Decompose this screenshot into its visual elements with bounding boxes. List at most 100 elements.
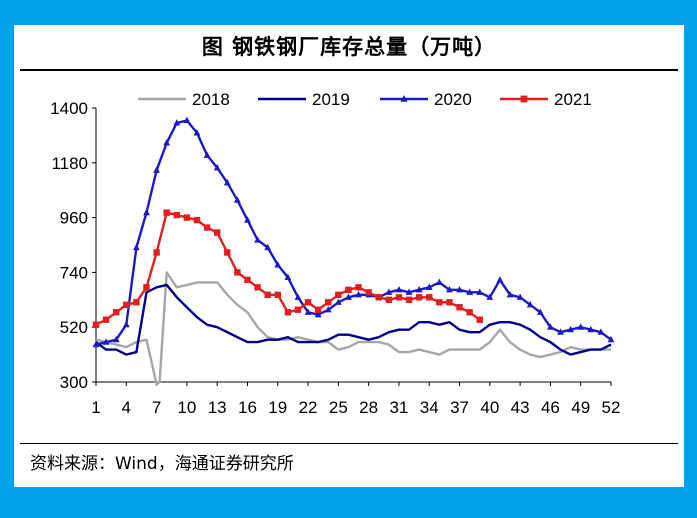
data-point-2021 [153, 249, 160, 256]
data-point-2021 [304, 299, 312, 306]
data-point-2021 [365, 289, 372, 296]
x-tick-label: 4 [122, 398, 131, 417]
chart-card: 图 钢铁钢厂库存总量（万吨） 资料来源：Wind，海通证券研究所 [14, 25, 684, 487]
data-point-2020 [163, 139, 171, 146]
data-point-2021 [314, 306, 322, 313]
data-point-2021 [325, 299, 332, 306]
x-tick-label: 40 [480, 398, 499, 417]
data-point-2020 [294, 293, 302, 300]
axes [95, 108, 611, 383]
data-point-2021 [203, 224, 211, 231]
data-point-2021 [405, 296, 413, 303]
data-point-2020 [122, 320, 130, 328]
data-point-2020 [254, 236, 261, 243]
y-tick-label: 960 [60, 209, 88, 228]
data-point-2020 [143, 208, 150, 216]
data-point-2021 [143, 284, 150, 291]
x-tick-label: 7 [152, 398, 161, 417]
data-point-2021 [274, 291, 281, 299]
data-point-2020 [153, 166, 160, 173]
data-point-2020 [557, 328, 564, 335]
x-tick-label: 16 [238, 398, 257, 417]
data-point-2021 [244, 276, 251, 284]
data-point-2020 [112, 335, 120, 343]
data-point-2021 [173, 211, 180, 219]
legend-label-2019: 2019 [312, 90, 350, 109]
y-axis-ticks: 300 520 740 960 1180 1400 [50, 99, 96, 392]
data-point-2020 [395, 286, 403, 293]
series-line-2020 [95, 119, 612, 346]
data-point-2020 [345, 293, 352, 300]
x-tick-label: 52 [602, 398, 621, 417]
data-point-2020 [435, 278, 443, 285]
data-point-2021 [415, 294, 423, 301]
legend-label-2018: 2018 [192, 90, 230, 109]
data-point-2020 [516, 293, 524, 300]
data-point-2021 [264, 291, 271, 299]
data-point-2021 [102, 316, 110, 323]
legend-label-2020: 2020 [434, 90, 472, 109]
series-markers [92, 116, 615, 348]
data-point-2021 [436, 299, 443, 306]
data-point-2021 [466, 309, 473, 316]
data-point-2020 [324, 305, 332, 313]
data-point-2020 [597, 328, 605, 335]
data-point-2021 [163, 209, 170, 216]
series-line-2021 [95, 211, 481, 326]
data-point-2020 [476, 288, 484, 295]
data-point-2020 [446, 286, 453, 293]
data-point-2021 [254, 284, 261, 291]
data-point-2020 [567, 325, 575, 333]
data-point-2020 [102, 338, 110, 345]
data-point-2020 [536, 308, 544, 315]
data-point-2020 [314, 310, 322, 318]
data-point-2020 [274, 261, 282, 268]
data-point-2020 [334, 298, 342, 305]
data-point-2021 [375, 294, 382, 301]
source-divider [20, 443, 678, 444]
data-point-2020 [547, 323, 554, 330]
legend-marker-2020 [400, 95, 408, 102]
y-tick-label: 1400 [50, 99, 88, 118]
data-point-2020 [304, 308, 312, 315]
data-point-2020 [607, 335, 615, 343]
data-point-2021 [133, 299, 140, 306]
x-tick-label: 49 [571, 398, 590, 417]
data-point-2021 [395, 294, 403, 301]
data-point-2020 [486, 293, 494, 300]
x-tick-label: 43 [511, 398, 530, 417]
data-point-2020 [213, 163, 221, 171]
data-point-2020 [405, 288, 413, 295]
legend-label-2021: 2021 [554, 90, 592, 109]
data-point-2020 [193, 129, 201, 136]
data-point-2020 [466, 288, 474, 295]
data-point-2020 [587, 325, 595, 333]
x-tick-label: 46 [541, 398, 560, 417]
title-divider [20, 69, 678, 71]
data-point-2021 [446, 299, 453, 306]
source-note: 资料来源：Wind，海通证券研究所 [30, 454, 294, 474]
data-point-2021 [385, 296, 393, 303]
y-tick-label: 520 [60, 318, 88, 337]
data-point-2020 [577, 323, 585, 330]
data-point-2020 [496, 276, 504, 283]
series-lines [95, 119, 612, 386]
series-line-2019 [95, 283, 612, 356]
data-point-2021 [183, 214, 191, 221]
data-point-2021 [224, 249, 231, 256]
data-point-2020 [385, 288, 393, 295]
data-point-2020 [92, 340, 100, 348]
y-tick-label: 740 [60, 263, 88, 282]
chart-title: 图 钢铁钢厂库存总量（万吨） [201, 35, 497, 59]
data-point-2020 [415, 286, 423, 293]
x-tick-label: 25 [329, 398, 348, 417]
x-tick-label: 1 [91, 398, 100, 417]
data-point-2021 [335, 291, 342, 299]
x-tick-label: 13 [208, 398, 227, 417]
data-point-2021 [213, 229, 221, 236]
data-point-2020 [183, 116, 191, 124]
data-point-2020 [355, 291, 362, 298]
data-point-2020 [223, 178, 231, 186]
x-axis-ticks: 1 4 7 10 13 16 19 22 25 28 31 34 37 40 43 46 49 52 [91, 382, 620, 417]
data-point-2020 [425, 283, 433, 290]
